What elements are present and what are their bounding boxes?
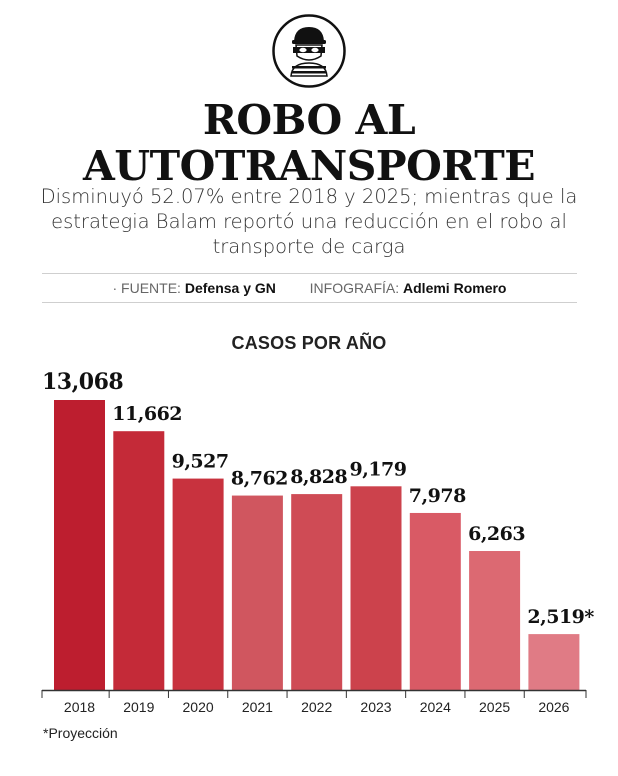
value-label-2025: 6,263: [468, 523, 525, 545]
bar-2022: [291, 494, 343, 690]
value-label-2026: 2,519*: [527, 606, 594, 628]
bar-2018: [54, 400, 105, 690]
bar-2020: [172, 478, 224, 690]
bar-2026: [528, 634, 580, 690]
graphic-key: INFOGRAFÍA:: [309, 280, 400, 296]
bar-2019: [113, 431, 165, 690]
value-label-2020: 9,527: [172, 451, 229, 473]
credits-line: · FUENTE: Defensa y GN INFOGRAFÍA: Adlem…: [42, 277, 577, 299]
thief-mask-icon: [272, 14, 346, 88]
bar-2023: [350, 486, 402, 690]
value-label-2024: 7,978: [409, 485, 466, 507]
tick-label-2022: 2022: [301, 699, 332, 715]
value-label-2018: 13,068: [42, 369, 123, 395]
source-value: Defensa y GN: [184, 280, 276, 296]
tick-label-2018: 2018: [64, 699, 95, 715]
bar-2024: [409, 512, 461, 690]
tick-label-2023: 2023: [360, 699, 391, 715]
bar-2025: [469, 551, 521, 690]
value-label-2019: 11,662: [112, 403, 182, 425]
tick-label-2026: 2026: [538, 699, 569, 715]
tick-label-2025: 2025: [479, 699, 510, 715]
graphic-value: Adlemi Romero: [403, 280, 507, 296]
page-title-line-1: ROBO AL: [202, 96, 416, 144]
divider-top: [42, 273, 577, 274]
bar-2021: [231, 495, 283, 690]
divider-bottom: [42, 302, 577, 303]
source-key: · FUENTE:: [112, 280, 181, 296]
chart-title: CASOS POR AÑO: [231, 333, 387, 353]
tick-label-2021: 2021: [242, 699, 273, 715]
footnote: *Proyección: [43, 725, 118, 741]
page-title-line-2: AUTOTRANSPORTE: [83, 142, 535, 190]
tick-label-2020: 2020: [183, 699, 214, 715]
tick-label-2019: 2019: [123, 699, 154, 715]
value-label-2021: 8,762: [231, 468, 288, 490]
value-label-2023: 9,179: [350, 458, 407, 480]
page-subtitle: Disminuyó 52.07% entre 2018 y 2025; mien…: [40, 185, 578, 258]
tick-label-2024: 2024: [420, 699, 451, 715]
value-label-2022: 8,828: [290, 466, 347, 488]
